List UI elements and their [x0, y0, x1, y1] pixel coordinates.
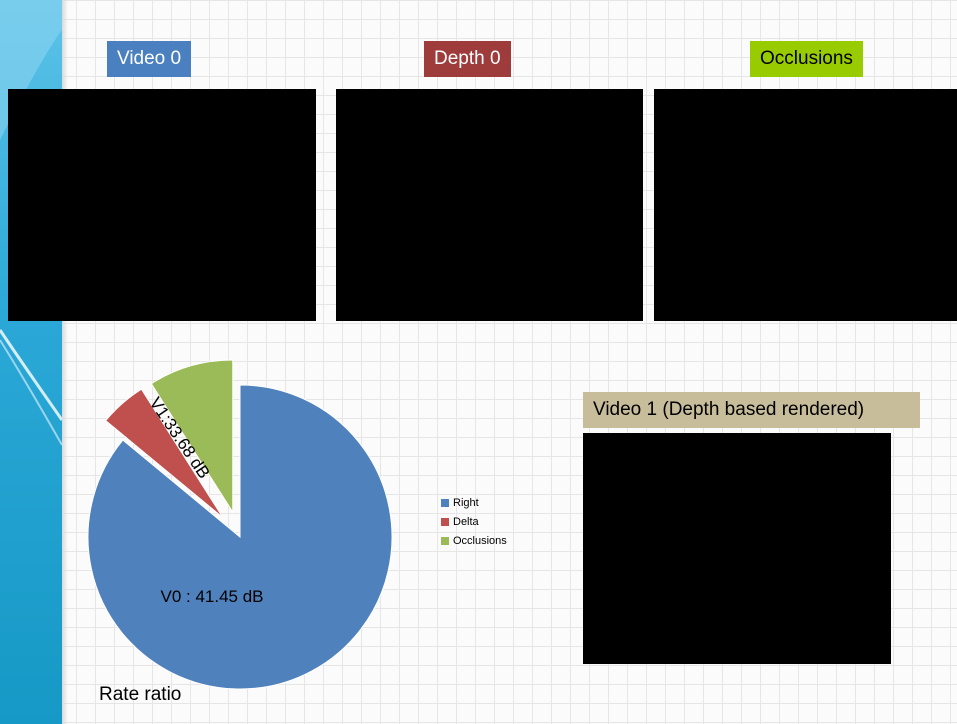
legend-label: Delta — [453, 515, 479, 528]
occlusions-label: Occlusions — [750, 41, 863, 77]
legend-swatch — [441, 498, 449, 507]
legend-item-right: Right — [441, 493, 507, 512]
video1-frame — [583, 433, 891, 664]
video1-label: Video 1 (Depth based rendered) — [583, 392, 920, 428]
legend-swatch — [441, 536, 449, 545]
sidebar-shadow — [62, 0, 68, 724]
pie-slice-right — [87, 384, 393, 690]
pie-slice-delta — [104, 388, 224, 518]
legend-swatch — [441, 517, 449, 526]
pie-legend: Right Delta Occlusions — [441, 493, 507, 550]
pie-slice-occlusions — [150, 359, 234, 514]
legend-label: Right — [453, 496, 479, 509]
legend-item-occlusions: Occlusions — [441, 531, 507, 550]
pie-label-v0: V0 : 41.45 dB — [160, 587, 263, 606]
video0-label: Video 0 — [107, 41, 192, 77]
video0-frame — [8, 89, 316, 321]
depth0-label: Depth 0 — [424, 41, 511, 77]
depth0-frame — [336, 89, 643, 321]
occlusions-frame — [654, 89, 957, 321]
rate-ratio-pie-chart: V0 : 41.45 dB V1:33.68 dB — [87, 359, 393, 690]
legend-item-delta: Delta — [441, 512, 507, 531]
legend-label: Occlusions — [453, 534, 507, 547]
chart-caption: Rate ratio — [99, 684, 182, 705]
